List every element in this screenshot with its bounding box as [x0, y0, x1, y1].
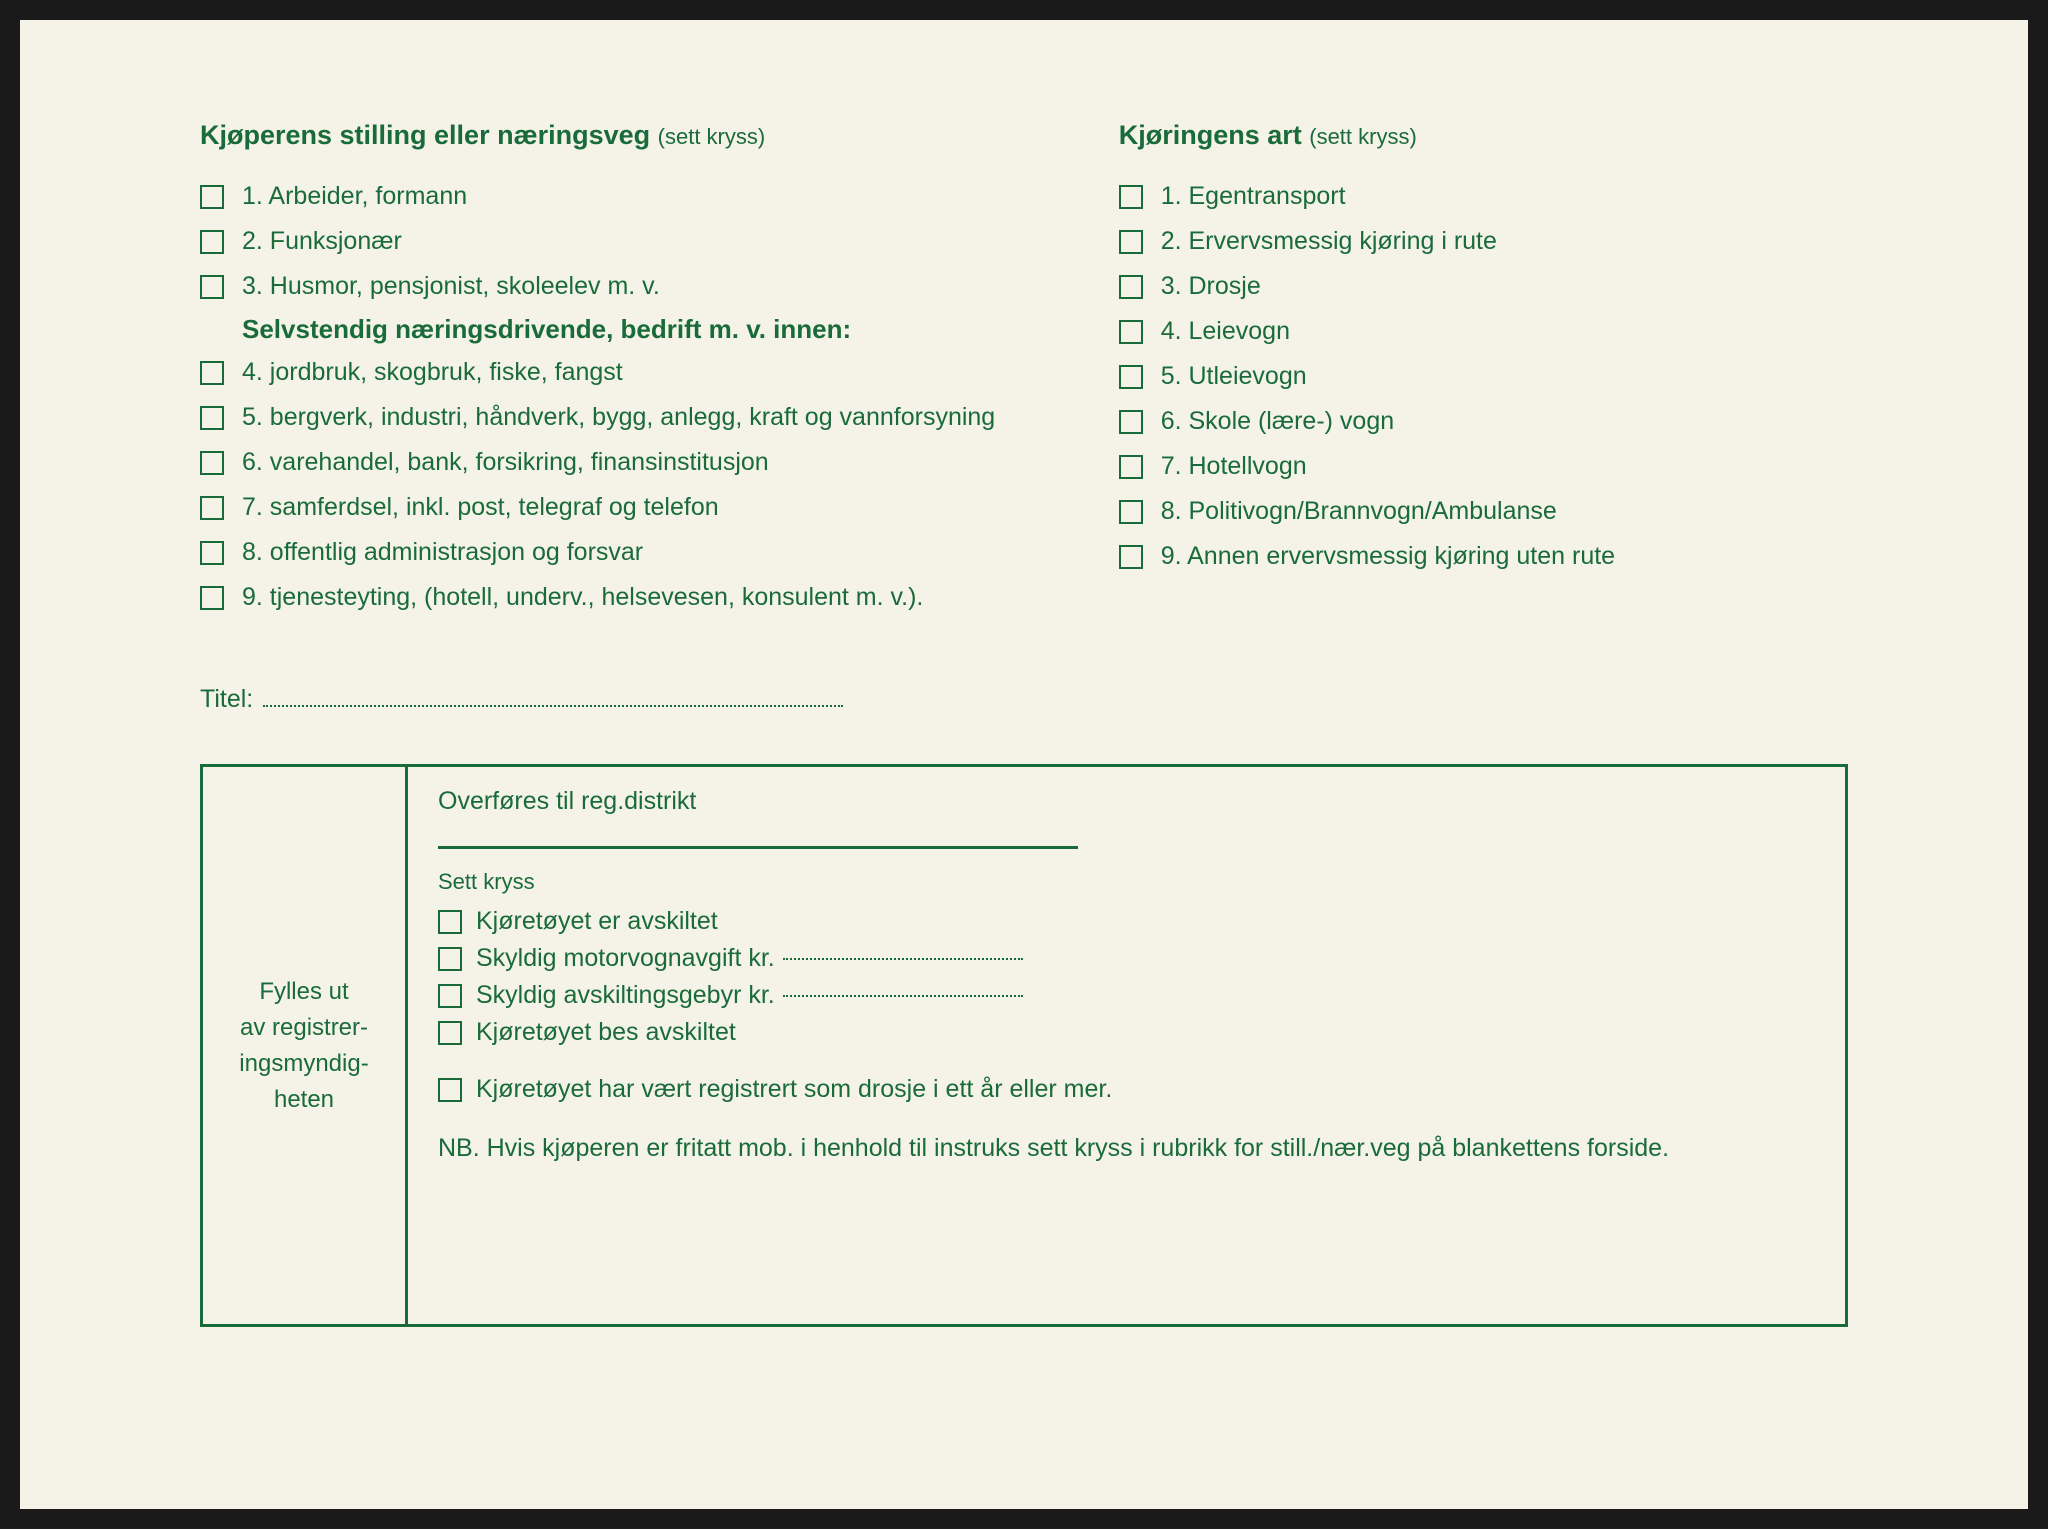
item-label: 6. Skole (lære-) vogn [1161, 404, 1394, 439]
checkbox[interactable] [200, 230, 224, 254]
checkbox[interactable] [200, 496, 224, 520]
checklist-item: 7. Hotellvogn [1119, 449, 1848, 484]
transfer-label: Overføres til reg.distrikt [438, 787, 1815, 816]
box-item-label: Skyldig avskiltingsgebyr kr. [476, 981, 775, 1010]
checkbox[interactable] [1119, 365, 1143, 389]
sett-kryss-label: Sett kryss [438, 869, 1815, 895]
amount-input-line[interactable] [783, 995, 1023, 997]
item-label: 5. Utleievogn [1161, 359, 1307, 394]
checklist-item: 6. varehandel, bank, forsikring, finansi… [200, 445, 1039, 480]
checkbox[interactable] [1119, 230, 1143, 254]
checklist-item: 1. Egentransport [1119, 179, 1848, 214]
checkbox[interactable] [200, 451, 224, 475]
checklist-item: 3. Husmor, pensjonist, skoleelev m. v. [200, 269, 1039, 304]
checkbox[interactable] [1119, 500, 1143, 524]
checklist-item: 8. Politivogn/Brannvogn/Ambulanse [1119, 494, 1848, 529]
form-document: Kjøperens stilling eller næringsveg (set… [20, 20, 2028, 1509]
item-label: 8. offentlig administrasjon og forsvar [242, 535, 643, 570]
item-label: 5. bergverk, industri, håndverk, bygg, a… [242, 400, 995, 435]
box-item: Skyldig motorvognavgift kr. [438, 944, 1815, 973]
checklist-item: 9. Annen ervervsmessig kjøring uten rute [1119, 539, 1848, 574]
checkbox[interactable] [200, 541, 224, 565]
box-item-label: Kjøretøyet er avskiltet [476, 907, 718, 936]
item-label: 1. Arbeider, formann [242, 179, 467, 214]
checklist-item: 2. Ervervsmessig kjøring i rute [1119, 224, 1848, 259]
top-section: Kjøperens stilling eller næringsveg (set… [200, 120, 1848, 625]
checkbox[interactable] [1119, 320, 1143, 344]
checkbox[interactable] [438, 1021, 462, 1045]
titel-label: Titel: [200, 685, 253, 714]
box-item: Kjøretøyet har vært registrert som drosj… [438, 1075, 1815, 1104]
checkbox[interactable] [1119, 455, 1143, 479]
checkbox[interactable] [200, 586, 224, 610]
item-label: 3. Drosje [1161, 269, 1261, 304]
bottom-border [200, 1324, 1848, 1327]
box-item: Kjøretøyet bes avskiltet [438, 1018, 1815, 1047]
amount-input-line[interactable] [783, 958, 1023, 960]
checklist-item: 9. tjenesteyting, (hotell, underv., hels… [200, 580, 1039, 615]
checklist-item: 4. jordbruk, skogbruk, fiske, fangst [200, 355, 1039, 390]
left-header: Kjøperens stilling eller næringsveg (set… [200, 120, 1039, 151]
checklist-item: 2. Funksjonær [200, 224, 1039, 259]
divider-line [438, 846, 1078, 849]
box-left-line: ingsmyndig- [239, 1046, 368, 1082]
box-right: Overføres til reg.distrikt Sett kryss Kj… [408, 767, 1845, 1324]
right-header: Kjøringens art (sett kryss) [1119, 120, 1848, 151]
item-label: 9. tjenesteyting, (hotell, underv., hels… [242, 580, 923, 615]
item-label: 7. Hotellvogn [1161, 449, 1307, 484]
box-item: Skyldig avskiltingsgebyr kr. [438, 981, 1815, 1010]
right-column: Kjøringens art (sett kryss) 1. Egentrans… [1119, 120, 1848, 625]
nb-text: NB. Hvis kjøperen er fritatt mob. i henh… [438, 1134, 1815, 1163]
checklist-item: 7. samferdsel, inkl. post, telegraf og t… [200, 490, 1039, 525]
checkbox[interactable] [1119, 275, 1143, 299]
checklist-item: 4. Leievogn [1119, 314, 1848, 349]
item-label: 2. Ervervsmessig kjøring i rute [1161, 224, 1497, 259]
titel-input-line[interactable] [263, 705, 843, 707]
checkbox[interactable] [438, 1078, 462, 1102]
checkbox[interactable] [1119, 410, 1143, 434]
checkbox[interactable] [438, 947, 462, 971]
bottom-box: Fylles ut av registrer- ingsmyndig- hete… [200, 764, 1848, 1324]
checkbox[interactable] [200, 185, 224, 209]
item-label: 3. Husmor, pensjonist, skoleelev m. v. [242, 269, 660, 304]
left-header-light: (sett kryss) [658, 124, 766, 149]
item-label: 4. Leievogn [1161, 314, 1290, 349]
box-item-label: Kjøretøyet har vært registrert som drosj… [476, 1075, 1112, 1104]
left-column: Kjøperens stilling eller næringsveg (set… [200, 120, 1039, 625]
item-label: 6. varehandel, bank, forsikring, finansi… [242, 445, 769, 480]
item-label: 1. Egentransport [1161, 179, 1346, 214]
checklist-item: 8. offentlig administrasjon og forsvar [200, 535, 1039, 570]
checkbox[interactable] [200, 361, 224, 385]
sub-header: Selvstendig næringsdrivende, bedrift m. … [242, 314, 1039, 345]
checkbox[interactable] [1119, 545, 1143, 569]
box-item: Kjøretøyet er avskiltet [438, 907, 1815, 936]
checkbox[interactable] [438, 910, 462, 934]
right-header-bold: Kjøringens art [1119, 120, 1302, 150]
left-header-bold: Kjøperens stilling eller næringsveg [200, 120, 650, 150]
box-left-line: Fylles ut [259, 974, 348, 1010]
box-left-line: heten [274, 1082, 334, 1118]
checklist-item: 5. bergverk, industri, håndverk, bygg, a… [200, 400, 1039, 435]
box-item-label: Skyldig motorvognavgift kr. [476, 944, 775, 973]
checkbox[interactable] [1119, 185, 1143, 209]
item-label: 9. Annen ervervsmessig kjøring uten rute [1161, 539, 1615, 574]
box-item-label: Kjøretøyet bes avskiltet [476, 1018, 736, 1047]
item-label: 2. Funksjonær [242, 224, 402, 259]
box-left-line: av registrer- [240, 1010, 368, 1046]
checkbox[interactable] [200, 406, 224, 430]
right-header-light: (sett kryss) [1309, 124, 1417, 149]
checkbox[interactable] [200, 275, 224, 299]
box-left-label: Fylles ut av registrer- ingsmyndig- hete… [203, 767, 408, 1324]
item-label: 7. samferdsel, inkl. post, telegraf og t… [242, 490, 719, 525]
checklist-item: 3. Drosje [1119, 269, 1848, 304]
item-label: 8. Politivogn/Brannvogn/Ambulanse [1161, 494, 1557, 529]
item-label: 4. jordbruk, skogbruk, fiske, fangst [242, 355, 623, 390]
checklist-item: 6. Skole (lære-) vogn [1119, 404, 1848, 439]
checklist-item: 1. Arbeider, formann [200, 179, 1039, 214]
titel-row: Titel: [200, 685, 1848, 714]
checkbox[interactable] [438, 984, 462, 1008]
checklist-item: 5. Utleievogn [1119, 359, 1848, 394]
